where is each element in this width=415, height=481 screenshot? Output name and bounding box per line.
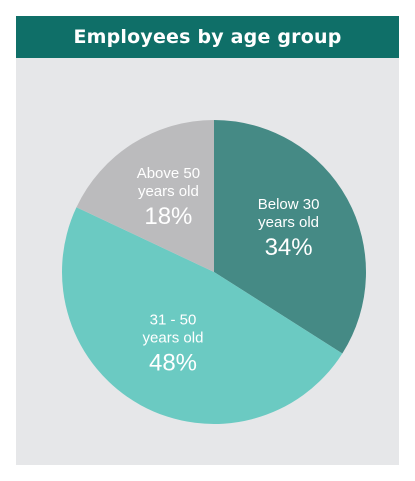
chart-title: Employees by age group — [73, 26, 342, 48]
chart-title-bar: Employees by age group — [16, 16, 399, 58]
chart-panel: Below 30 years old 34% 31 - 50 years old 48% A… — [16, 58, 399, 465]
slice-category-label: 31 - 50 — [150, 312, 197, 329]
slice-category-label: Below 30 — [258, 196, 320, 213]
slice-category-label: years old — [143, 330, 204, 347]
slice-category-label: years old — [258, 214, 319, 231]
pie-slice — [214, 120, 366, 354]
slice-percent-label: 34% — [265, 234, 313, 261]
slice-percent-label: 48% — [149, 350, 197, 377]
slice-category-label: years old — [138, 183, 199, 200]
slice-percent-label: 18% — [144, 203, 192, 230]
pie-slice — [76, 120, 214, 272]
slice-category-label: Above 50 — [137, 165, 200, 182]
pie-slice — [62, 207, 343, 424]
